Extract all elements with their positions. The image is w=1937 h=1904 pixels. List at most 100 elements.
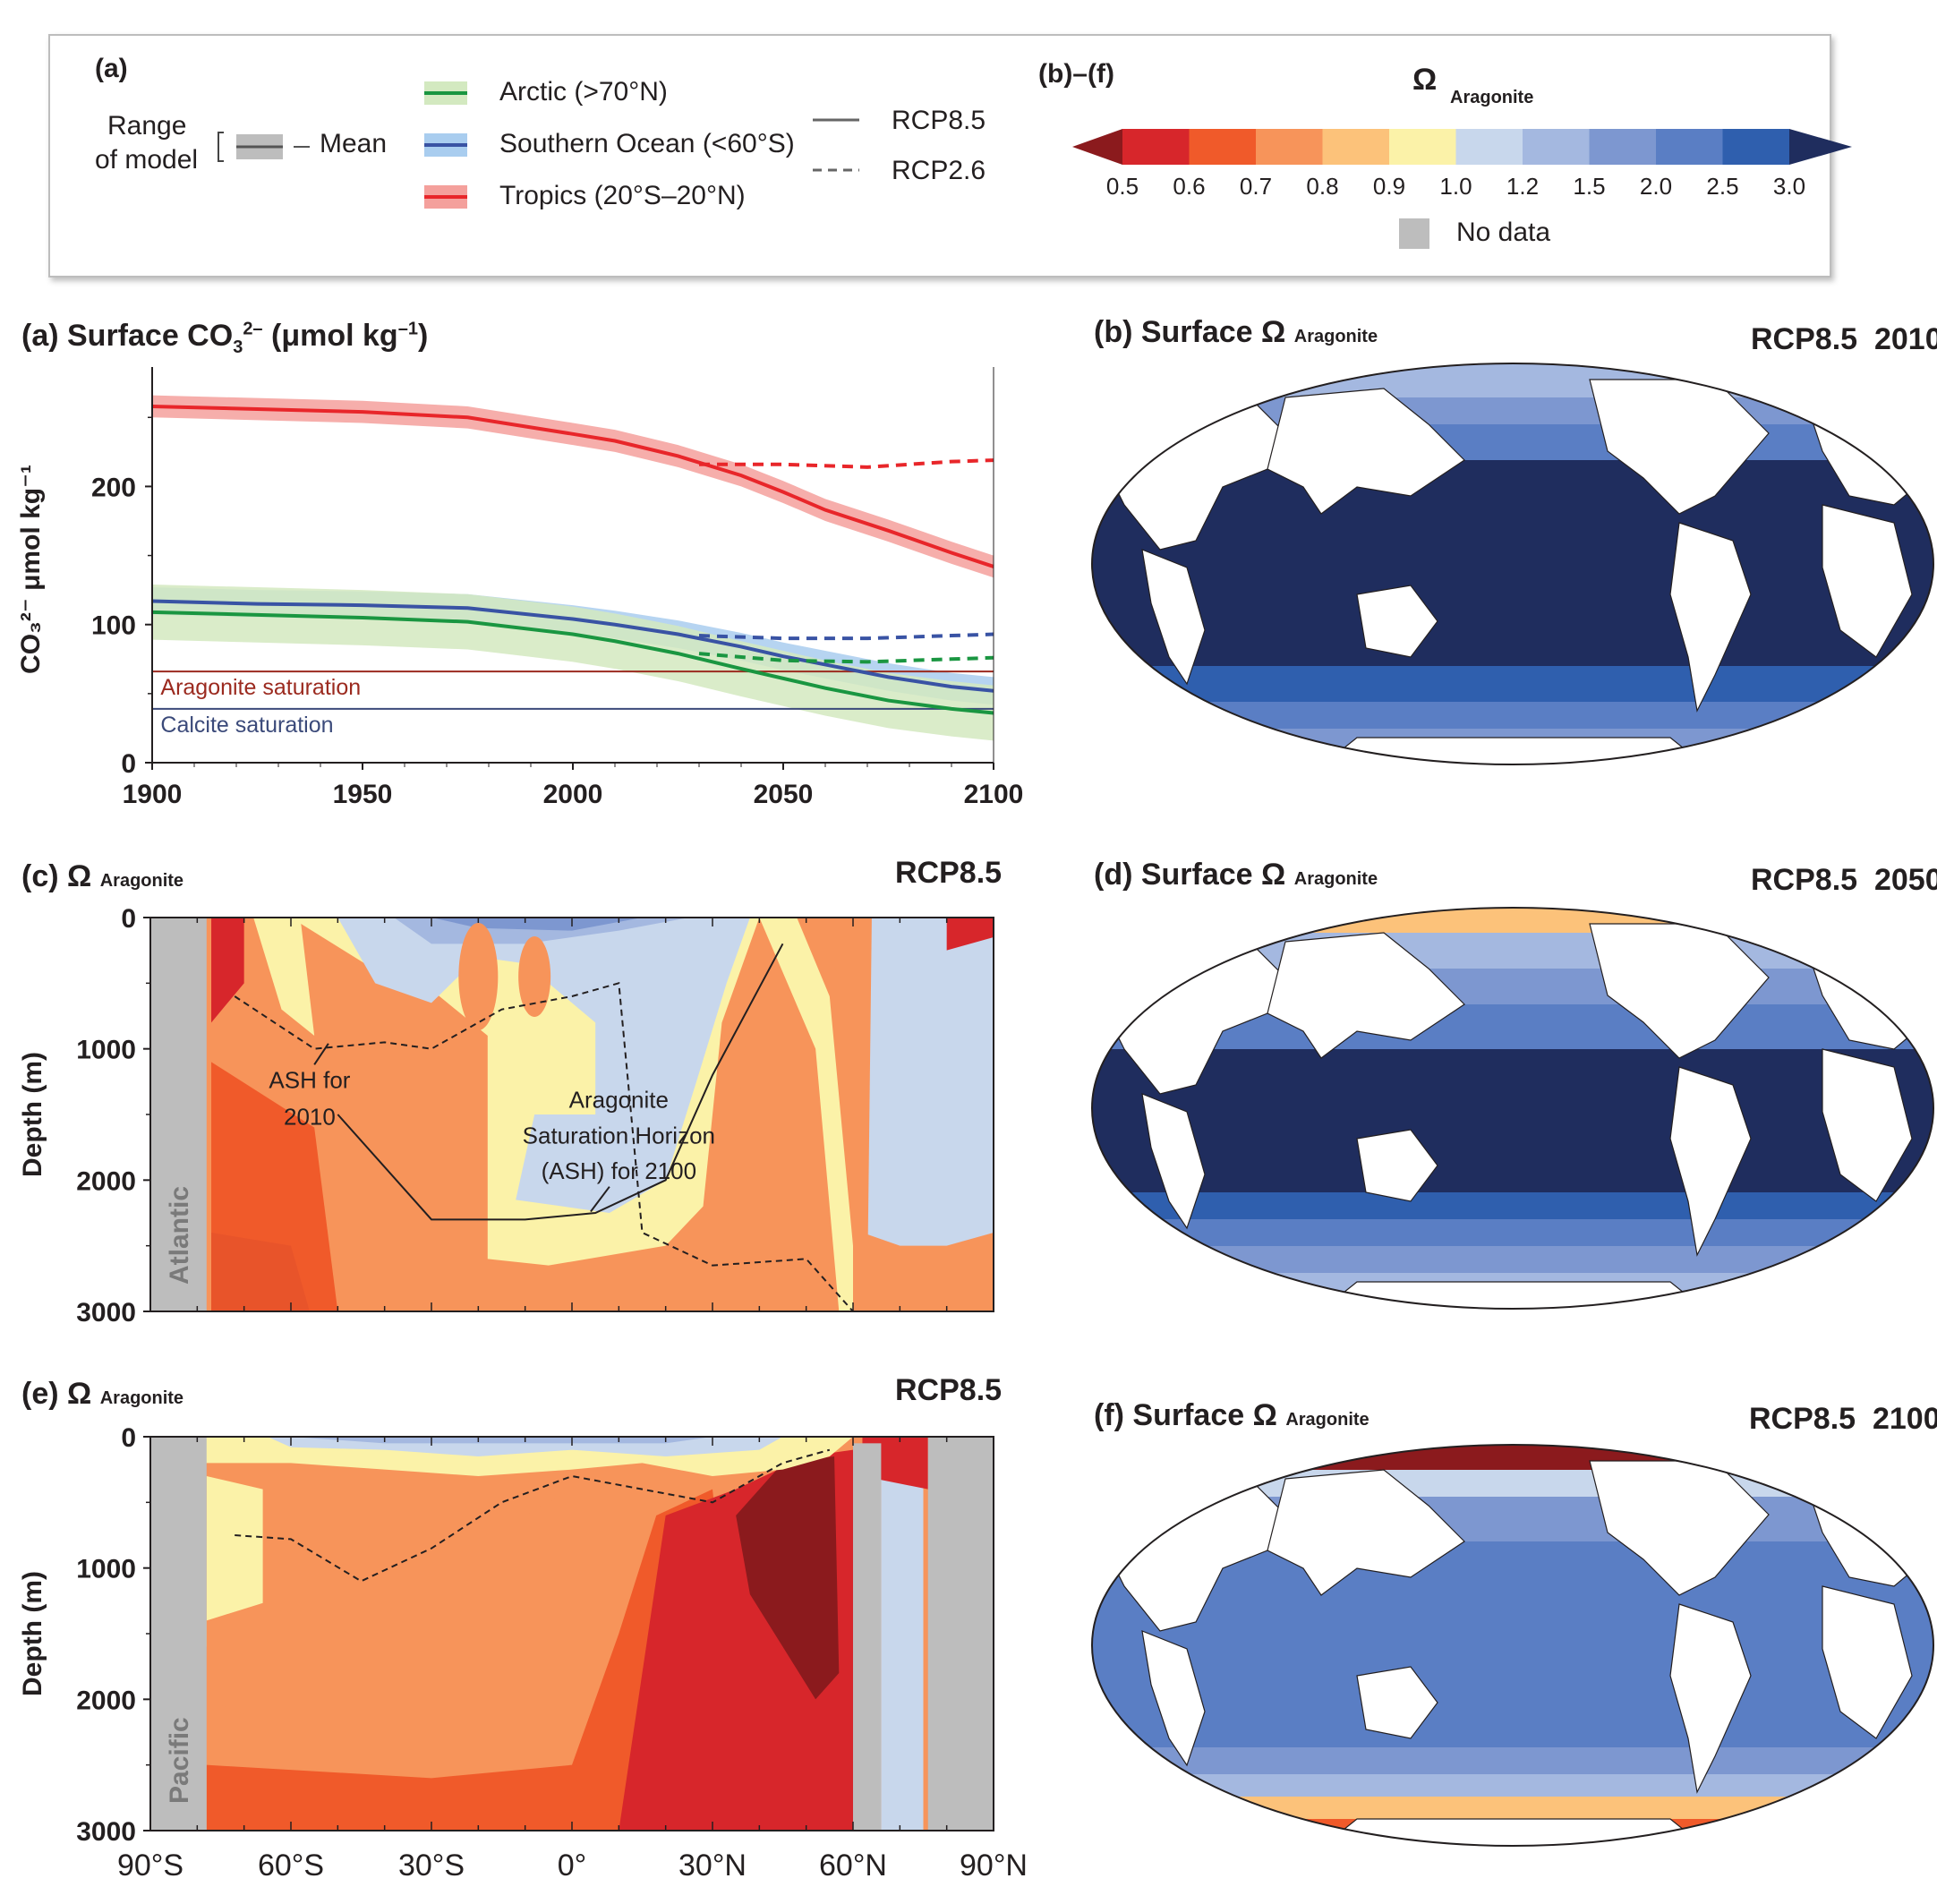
map-latitude-band	[1092, 666, 1933, 702]
range-label-1: Range	[107, 111, 187, 141]
panel-b-scenario: RCP8.5 2010	[1751, 322, 1937, 356]
land-mask	[927, 1437, 994, 1831]
x-tick-label: 60°N	[819, 1849, 887, 1883]
x-tick-label: 90°S	[117, 1849, 183, 1883]
panel-b-map	[1091, 363, 1934, 765]
ash-2010-label: ASH for	[269, 1067, 350, 1094]
panel-c-scenario: RCP8.5	[895, 856, 1003, 890]
omega-symbol: Ω	[1412, 63, 1438, 97]
section-contour	[946, 918, 994, 951]
ash-2010-line	[235, 1448, 831, 1583]
range-mean-symbol	[218, 132, 310, 162]
tropics-legend-label: Tropics (20°S–20°N)	[499, 181, 746, 210]
map-outline	[1091, 363, 1934, 765]
panel-f-map	[1091, 1444, 1934, 1847]
continent	[1141, 549, 1206, 686]
ash-2010-label: 2010	[284, 1104, 336, 1131]
legend-panel-bf-tag: (b)–(f)	[1038, 59, 1114, 89]
panel-d-scenario: RCP8.5 2050	[1751, 863, 1937, 897]
colorbar	[1072, 129, 1852, 165]
y-axis-label: Depth (m)	[18, 1571, 47, 1696]
y-tick-label: 2000	[76, 1166, 136, 1196]
colorbar-tick-label: 1.2	[1506, 173, 1540, 200]
colorbar-tick-label: 0.9	[1372, 173, 1406, 200]
colorbar-segment	[1656, 129, 1723, 165]
y-tick-label: 0	[121, 1423, 136, 1453]
y-tick-label: 100	[91, 611, 136, 641]
continent	[1141, 1630, 1206, 1767]
colorbar-segment	[1189, 129, 1257, 165]
no-data-label: No data	[1456, 218, 1551, 247]
section-contour	[206, 1476, 263, 1647]
panel-f-title: (f) Surface Ω Aragonite	[1094, 1398, 1370, 1432]
southern-ocean-legend-label: Southern Ocean (<60°S)	[499, 129, 795, 158]
ash-2100-label: (ASH) for 2100	[542, 1157, 696, 1184]
y-tick-label: 200	[91, 473, 136, 502]
section-contour	[881, 1437, 924, 1831]
map-latitude-band	[1092, 1541, 1933, 1747]
continent	[1310, 737, 1717, 764]
range-label-2: of model	[95, 145, 199, 175]
continent	[1267, 388, 1465, 515]
map-outline	[1091, 1444, 1934, 1847]
series-line	[151, 404, 994, 568]
ash-2010-line	[234, 982, 854, 1312]
continent	[1669, 1066, 1752, 1257]
ash-2100-label: Saturation Horizon	[523, 1122, 715, 1148]
land-mask	[853, 1443, 882, 1831]
colorbar-segment	[1256, 129, 1323, 165]
y-tick-label: 1000	[76, 1555, 136, 1584]
continent	[1669, 522, 1752, 713]
map-latitude-band	[1092, 1797, 1933, 1819]
colorbar-segment	[1389, 129, 1456, 165]
y-axis-label: Depth (m)	[18, 1052, 47, 1177]
section-contour	[853, 918, 994, 1246]
series-line	[151, 610, 994, 715]
panel-c-section: ASH for 2010 Aragonite Saturation Horizon (A…	[18, 904, 994, 1328]
y-axis-label: CO₃²⁻ μmol kg⁻¹	[16, 465, 46, 674]
series-line	[698, 652, 994, 664]
section-contour	[458, 923, 499, 1030]
map-layer	[1092, 1445, 1933, 1846]
panel-e-title: (e) Ω Aragonite	[21, 1377, 184, 1411]
map-latitude-band	[1092, 1470, 1933, 1497]
section-contour	[206, 1489, 666, 1765]
y-tick-label: 1000	[76, 1036, 136, 1065]
colorbar-tick-label: 2.0	[1639, 173, 1673, 200]
x-tick-label: 0°	[558, 1849, 587, 1883]
y-tick-label: 2000	[76, 1686, 136, 1715]
map-latitude-band	[1092, 397, 1933, 424]
x-tick-label: 1900	[123, 780, 183, 809]
range-band	[152, 395, 994, 578]
ash-2010-arrow	[313, 1043, 329, 1065]
land-mask	[150, 918, 207, 1311]
colorbar-segment	[1589, 129, 1657, 165]
map-latitude-band	[1092, 1774, 1933, 1797]
map-latitude-band	[1092, 1192, 1933, 1219]
tropics-swatch	[424, 185, 467, 209]
colorbar-tick-label: 0.5	[1105, 173, 1139, 200]
continent	[1822, 504, 1913, 658]
colorbar-tick-label: 3.0	[1772, 173, 1806, 200]
map-latitude-band	[1092, 1219, 1933, 1246]
rcp26-legend-label: RCP2.6	[892, 156, 986, 185]
section-contour	[853, 918, 872, 1311]
x-tick-label: 30°N	[678, 1849, 747, 1883]
colorbar-arrow-low	[1072, 129, 1122, 165]
continent	[1310, 1281, 1717, 1309]
colorbar-segment	[1122, 129, 1190, 165]
x-tick-label: 1950	[333, 780, 393, 809]
colorbar-tick-label: 1.5	[1573, 173, 1606, 200]
continent	[1267, 1469, 1465, 1596]
x-tick-label: 90°N	[960, 1849, 1028, 1883]
colorbar-segment	[1322, 129, 1390, 165]
basin-label: Atlantic	[165, 1186, 194, 1285]
map-latitude-band	[1092, 908, 1933, 933]
map-outline	[1091, 907, 1934, 1310]
x-tick-label: 60°S	[258, 1849, 324, 1883]
section-contour	[736, 1456, 840, 1700]
continent	[1822, 1585, 1913, 1739]
rcp85-legend-label: RCP8.5	[892, 106, 986, 135]
